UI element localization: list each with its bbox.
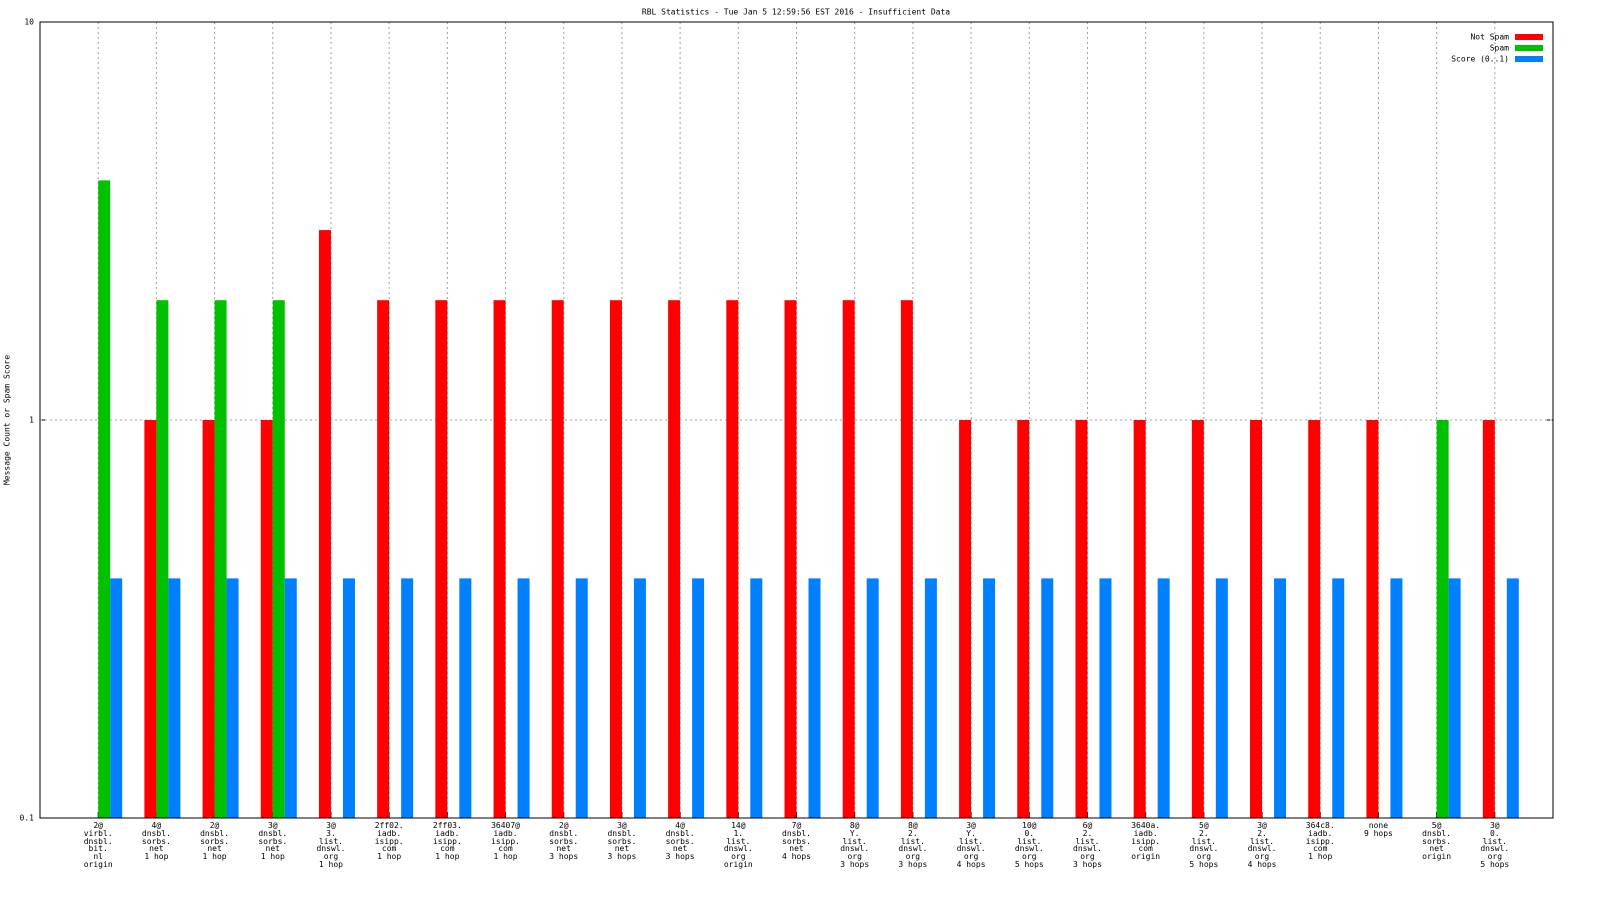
bar — [260, 420, 273, 818]
bar — [284, 578, 297, 818]
x-tick-label: 2@ virbl. dnsbl. bit. nl origin — [83, 821, 113, 869]
legend-swatch — [1515, 34, 1543, 40]
x-tick-label: 6@ 2. list. dnswl. org 3 hops — [1073, 821, 1102, 869]
bar — [110, 578, 123, 818]
bar — [226, 578, 239, 818]
x-tick-label: 3@ 2. list. dnswl. org 4 hops — [1247, 821, 1277, 869]
bar — [493, 300, 506, 818]
bar — [1436, 420, 1449, 818]
bar — [435, 300, 448, 818]
bar — [377, 300, 390, 818]
bar — [1250, 420, 1263, 818]
bar — [983, 578, 996, 818]
bar — [401, 578, 414, 818]
bar — [1041, 578, 1054, 818]
bar — [1133, 420, 1146, 818]
bar — [318, 230, 331, 819]
x-tick-label: 10@ 0. list. dnswl. org 5 hops — [1014, 821, 1044, 869]
bar — [959, 420, 972, 818]
bar — [866, 578, 879, 818]
bar — [156, 300, 169, 818]
y-axis-label: Message Count or Spam Score — [3, 355, 12, 485]
bar — [692, 578, 705, 818]
x-tick-label: 4@ dnsbl. sorbs. net 1 hop — [141, 821, 171, 862]
legend-label: Not Spam — [1470, 33, 1509, 42]
x-tick-label: 3@ 3. list. dnswl. org 1 hop — [316, 821, 346, 869]
plot-frame — [39, 21, 1554, 819]
legend-label: Score (0..1) — [1451, 55, 1509, 64]
x-tick-label: 7@ dnsbl. sorbs. net 4 hops — [782, 821, 811, 862]
bar — [575, 578, 588, 818]
bar — [168, 578, 181, 818]
bar — [609, 300, 622, 818]
x-tick-label: 3@ dnsbl. sorbs. net 3 hops — [607, 821, 637, 862]
bar — [842, 300, 855, 818]
x-tick-label: 5@ dnsbl. sorbs. net origin — [1422, 821, 1452, 862]
bar — [1157, 578, 1170, 818]
x-tick-label: 8@ Y. list. dnswl. org 3 hops — [840, 821, 870, 869]
bar — [1332, 578, 1345, 818]
bar — [1390, 578, 1403, 818]
x-tick-label: 3@ 0. list. dnswl. org 5 hops — [1480, 821, 1510, 869]
bar — [98, 180, 111, 818]
x-tick-label: 3@ Y. list. dnswl. org 4 hops — [956, 821, 986, 869]
x-tick-label: 14@ 1. list. dnswl. org origin — [723, 821, 753, 869]
x-tick-label: 2ff02. iadb. isipp. com 1 hop — [374, 821, 404, 862]
y-tick-label: 10 — [24, 18, 34, 27]
x-tick-label: 364c8. iadb. isipp. com 1 hop — [1305, 821, 1335, 862]
legend-label: Spam — [1490, 44, 1509, 53]
x-tick-label: 5@ 2. list. dnswl. org 5 hops — [1189, 821, 1219, 869]
bar — [1366, 420, 1379, 818]
legend-swatch — [1515, 56, 1543, 62]
bar — [668, 300, 681, 818]
chart-title: RBL Statistics - Tue Jan 5 12:59:56 EST … — [642, 8, 950, 17]
bar — [726, 300, 739, 818]
bar — [1308, 420, 1321, 818]
bar — [1215, 578, 1228, 818]
bar — [214, 300, 227, 818]
x-tick-label: 2ff03. iadb. isipp. com 1 hop — [432, 821, 462, 862]
x-tick-label: 3@ dnsbl. sorbs. net 1 hop — [258, 821, 288, 862]
x-tick-label: 2@ dnsbl. sorbs. net 1 hop — [200, 821, 230, 862]
bar — [633, 578, 646, 818]
bar — [202, 420, 215, 818]
bar — [1017, 420, 1030, 818]
bar — [1191, 420, 1204, 818]
bar — [1482, 420, 1495, 818]
bar — [1274, 578, 1287, 818]
bar — [924, 578, 937, 818]
bar — [144, 420, 157, 818]
x-tick-label: 2@ dnsbl. sorbs. net 3 hops — [549, 821, 579, 862]
y-tick-label: 1 — [29, 416, 34, 425]
bar — [1099, 578, 1112, 818]
x-tick-label: 3640a. iadb. isipp. com origin — [1131, 821, 1161, 862]
bar — [750, 578, 763, 818]
bar — [517, 578, 530, 818]
x-tick-label: 4@ dnsbl. sorbs. net 3 hops — [665, 821, 695, 862]
bar — [1506, 578, 1519, 818]
x-tick-label: none 9 hops — [1363, 821, 1393, 838]
bar — [459, 578, 472, 818]
bar — [551, 300, 564, 818]
bar — [784, 300, 797, 818]
bar — [900, 300, 913, 818]
x-tick-label: 36407@ iadb. isipp. com 1 hop — [491, 821, 520, 862]
x-tick-label: 8@ 2. list. dnswl. org 3 hops — [898, 821, 928, 869]
bar — [272, 300, 285, 818]
bar — [1075, 420, 1088, 818]
legend-swatch — [1515, 45, 1543, 51]
bar — [1448, 578, 1461, 818]
y-tick-label: 0.1 — [20, 814, 35, 823]
bar — [808, 578, 821, 818]
bar — [342, 578, 355, 818]
